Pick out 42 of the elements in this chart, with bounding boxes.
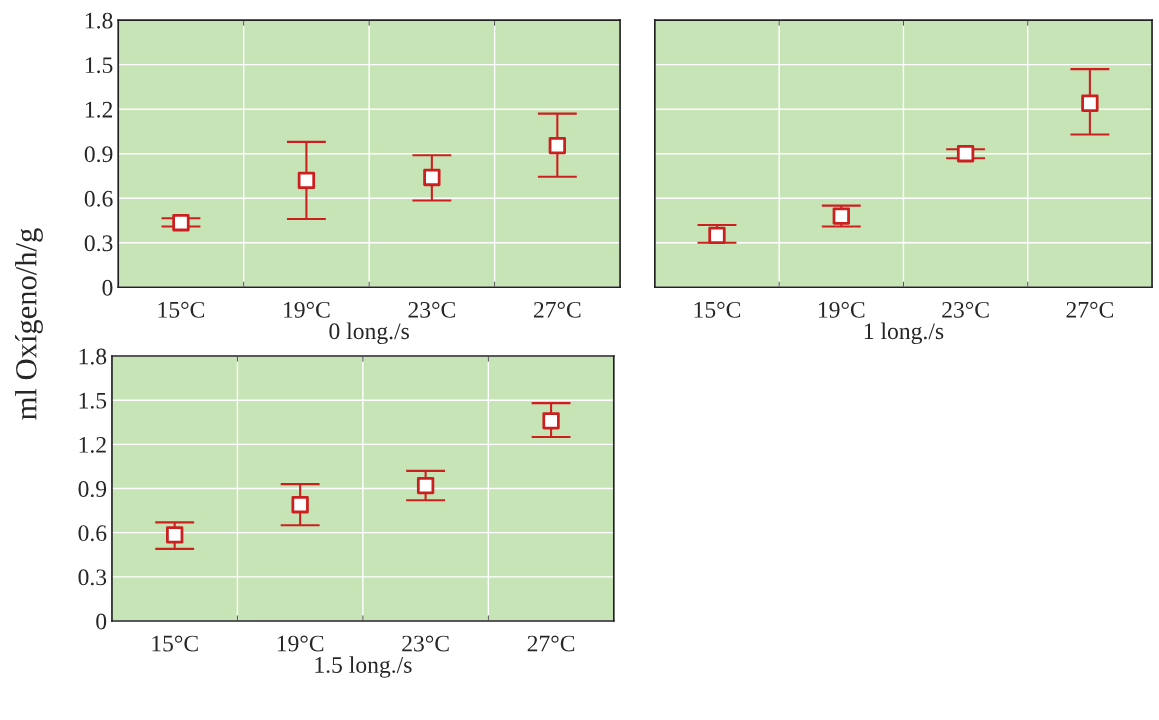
x-axis-title: 1.5 long./s — [315, 656, 412, 678]
point — [166, 526, 184, 544]
x-tick-label: 15°C — [158, 301, 205, 318]
y-tick-label: 0.3 — [84, 235, 113, 252]
x-tick-label: 23°C — [942, 301, 989, 318]
y-tick-label: 0.6 — [84, 190, 113, 207]
y-tick-label: 1.8 — [85, 12, 113, 29]
point — [1081, 94, 1099, 112]
y-tick-label: 1.5 — [85, 57, 113, 74]
point — [297, 171, 316, 190]
y-tick-label: 1.8 — [79, 348, 107, 365]
point — [291, 496, 309, 514]
point — [832, 207, 850, 225]
x-tick-label: 19°C — [818, 301, 865, 318]
x-tick-label: 23°C — [408, 301, 455, 318]
x-tick-label: 15°C — [694, 301, 741, 318]
point — [542, 412, 560, 430]
point — [423, 168, 441, 187]
x-tick-label: 27°C — [527, 635, 575, 652]
y-tick-label: 0.3 — [78, 569, 107, 586]
y-tick-label: 1.2 — [79, 436, 106, 453]
point — [708, 226, 726, 245]
point — [172, 214, 190, 232]
y-tick-label: 0.9 — [78, 481, 107, 498]
y-tick-label: 1.2 — [85, 101, 113, 118]
point — [956, 145, 975, 163]
point — [416, 476, 435, 495]
y-tick-label: 0 — [96, 613, 107, 630]
x-tick-label: 27°C — [533, 301, 581, 318]
y-axis-title: ml Oxígeno/h/g — [15, 228, 43, 420]
y-tick-label: 0.9 — [84, 146, 113, 163]
x-axis-title: 0 long./s — [329, 322, 409, 345]
y-tick-label: 0 — [102, 279, 113, 296]
x-tick-label: 19°C — [277, 635, 324, 652]
x-tick-label: 27°C — [1066, 301, 1113, 318]
x-tick-label: 19°C — [284, 301, 330, 318]
x-tick-label: 23°C — [402, 635, 449, 652]
y-tick-label: 0.6 — [78, 525, 107, 542]
x-axis-title: 1 long./s — [864, 322, 944, 345]
x-tick-label: 15°C — [152, 635, 198, 652]
y-tick-label: 1.5 — [79, 392, 107, 409]
point — [548, 136, 567, 155]
